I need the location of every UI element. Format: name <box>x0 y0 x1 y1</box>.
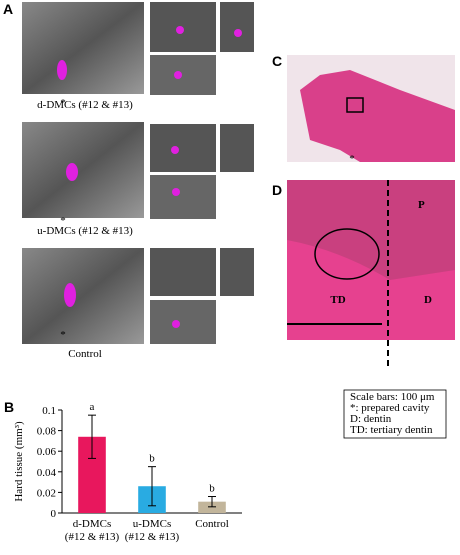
significance-letter: a <box>90 401 95 413</box>
asterisk: * <box>60 215 66 227</box>
region-label: D <box>424 294 432 306</box>
asterisk: * <box>60 97 66 109</box>
x-tick-label: (#12 & #13) <box>65 531 120 543</box>
ct-row <box>22 248 254 344</box>
ct-slice <box>220 124 254 172</box>
ct-slice <box>150 2 216 52</box>
region-label: TD <box>330 294 345 306</box>
ct-slice <box>150 124 216 172</box>
y-tick-label: 0 <box>51 508 57 520</box>
tissue <box>300 70 455 162</box>
significance-letter: b <box>149 453 155 465</box>
panel-label: D <box>272 182 282 198</box>
y-tick-label: 0.06 <box>37 446 57 458</box>
legend-line: D: dentin <box>350 413 392 425</box>
asterisk: * <box>349 153 355 165</box>
region-label: P <box>418 199 425 211</box>
pulp <box>287 180 455 280</box>
x-tick-label: Control <box>195 518 229 530</box>
y-axis-label: Hard tissue (mm³) <box>13 421 25 502</box>
bar <box>198 501 226 513</box>
ct-slice <box>150 175 216 219</box>
ct-slice <box>220 248 254 296</box>
caption: d-DMCs (#12 & #13) <box>37 99 133 111</box>
ct-slice <box>150 248 216 296</box>
caption: Control <box>68 348 102 360</box>
x-tick-label: (#12 & #13) <box>125 531 180 543</box>
x-tick-label: d-DMCs <box>73 518 112 530</box>
cavity-mark <box>171 146 179 154</box>
ct-row <box>22 122 254 219</box>
circle <box>314 228 380 280</box>
cavity-mark <box>66 163 78 181</box>
ct-image <box>22 248 144 344</box>
x-tick-label: u-DMCs <box>133 518 172 530</box>
ct-slice <box>150 300 216 344</box>
asterisk: * <box>60 329 66 341</box>
legend-line: TD: tertiary dentin <box>350 424 433 436</box>
y-tick-label: 0.04 <box>37 467 57 479</box>
cavity-mark <box>64 283 76 307</box>
ct-image <box>22 2 144 94</box>
cavity-mark <box>174 71 182 79</box>
cavity-mark <box>234 29 242 37</box>
cavity-mark <box>172 188 180 196</box>
y-tick-label: 0.1 <box>42 405 56 417</box>
cavity-mark <box>176 26 184 34</box>
ct-image <box>22 122 144 218</box>
bar-chart: Hard tissue (mm³) 0 0.02 0.04 0.06 0.08 0.1 d-D… <box>13 401 242 543</box>
inset-box <box>346 97 364 113</box>
legend-line: *: prepared cavity <box>350 402 430 414</box>
cavity-mark <box>57 60 67 80</box>
y-tick-label: 0.08 <box>37 426 57 438</box>
ct-slice <box>150 55 216 95</box>
caption: u-DMCs (#12 & #13) <box>37 225 133 237</box>
panel-label: A <box>3 1 13 17</box>
panel-label: B <box>4 399 14 415</box>
cavity-mark <box>172 320 180 328</box>
legend-line: Scale bars: 100 μm <box>350 391 435 403</box>
y-tick-label: 0.02 <box>37 487 56 499</box>
panel-label: C <box>272 53 282 69</box>
ct-row <box>22 2 254 95</box>
legend-box <box>343 389 447 439</box>
significance-letter: b <box>209 483 215 495</box>
ct-slice <box>220 2 254 52</box>
